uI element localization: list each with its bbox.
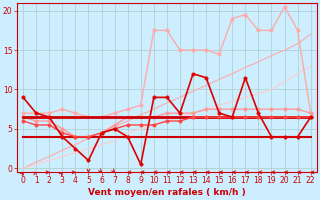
X-axis label: Vent moyen/en rafales ( km/h ): Vent moyen/en rafales ( km/h ) [88,188,246,197]
